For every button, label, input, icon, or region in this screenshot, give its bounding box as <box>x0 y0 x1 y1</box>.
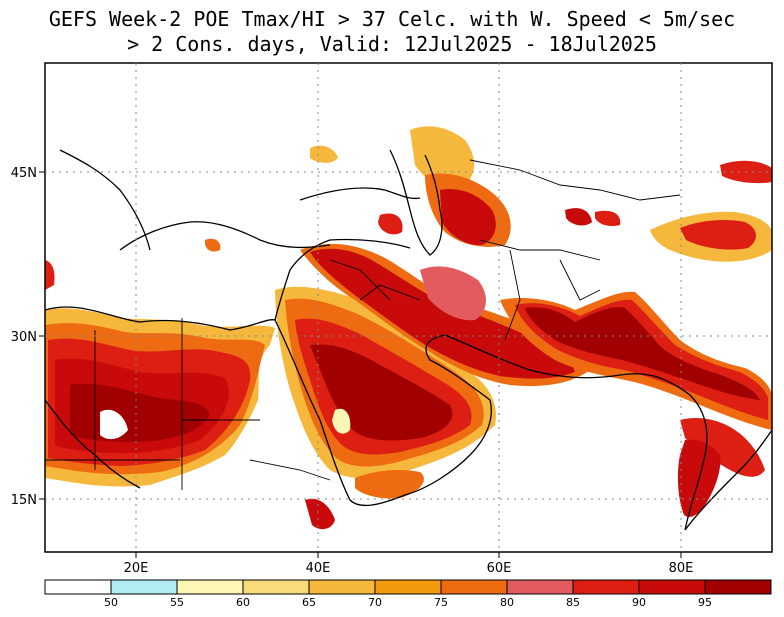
colorbar-label-85: 85 <box>566 596 580 609</box>
axis-ticks <box>39 171 682 558</box>
colorbar-swatch-9 <box>638 579 706 595</box>
colorbar-label-90: 90 <box>632 596 646 609</box>
lat-label-30n: 30N <box>11 330 37 345</box>
lat-label-45n: 45N <box>11 166 37 181</box>
colorbar-label-55: 55 <box>170 596 184 609</box>
colorbar-swatch-0 <box>44 579 112 595</box>
colorbar-boxes <box>44 579 772 595</box>
colorbar-label-70: 70 <box>368 596 382 609</box>
map-title-line-2: > 2 Cons. days, Valid: 12Jul2025 - 18Jul… <box>127 32 657 56</box>
map-title-line-1: GEFS Week-2 POE Tmax/HI > 37 Celc. with … <box>48 7 736 31</box>
longitude-labels: 20E 40E 60E 80E <box>124 561 694 576</box>
colorbar-swatch-10 <box>704 579 772 595</box>
colorbar-swatch-4 <box>308 579 376 595</box>
lon-label-40e: 40E <box>306 561 331 576</box>
lon-label-60e: 60E <box>487 561 512 576</box>
colorbar-swatch-6 <box>440 579 508 595</box>
colorbar-label-80: 80 <box>500 596 514 609</box>
colorbar-label-95: 95 <box>698 596 712 609</box>
colorbar-label-65: 65 <box>302 596 316 609</box>
lat-label-15n: 15N <box>11 493 37 508</box>
latitude-labels: 15N 30N 45N <box>11 166 37 508</box>
colorbar: 50 55 60 65 70 75 80 85 90 95 <box>44 579 772 609</box>
colorbar-label-75: 75 <box>434 596 448 609</box>
colorbar-swatch-8 <box>572 579 640 595</box>
colorbar-swatch-2 <box>176 579 244 595</box>
colorbar-label-60: 60 <box>236 596 250 609</box>
colorbar-swatch-5 <box>374 579 442 595</box>
colorbar-swatch-1 <box>110 579 178 595</box>
lon-label-20e: 20E <box>124 561 149 576</box>
colorbar-labels: 50 55 60 65 70 75 80 85 90 95 <box>104 596 712 609</box>
map-frame <box>44 62 773 553</box>
probability-field <box>45 126 772 530</box>
colorbar-swatch-7 <box>506 579 574 595</box>
colorbar-label-50: 50 <box>104 596 118 609</box>
colorbar-swatch-3 <box>242 579 310 595</box>
country-borders <box>45 159 681 490</box>
lon-label-80e: 80E <box>669 561 694 576</box>
graticule <box>45 63 772 552</box>
